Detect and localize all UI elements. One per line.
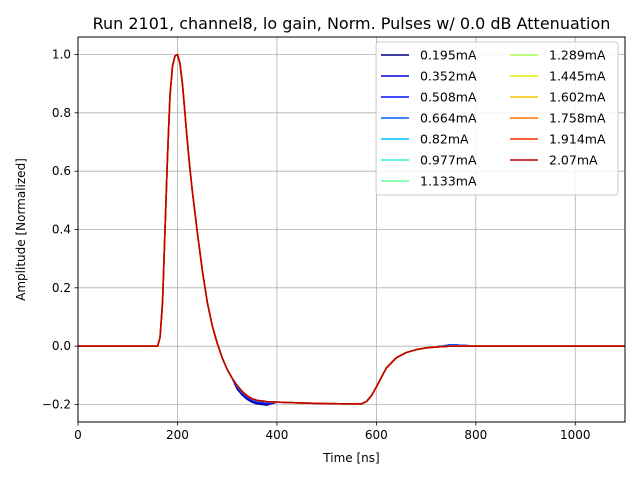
y-tick-label: 0.2 xyxy=(52,281,71,295)
legend-label: 0.977mA xyxy=(420,153,477,168)
x-tick-label: 200 xyxy=(166,428,189,442)
legend-label: 1.914mA xyxy=(549,132,606,147)
legend-label: 0.352mA xyxy=(420,69,477,84)
series-line-2.07mA xyxy=(78,53,625,405)
legend-frame xyxy=(375,41,619,196)
series-lines xyxy=(78,53,625,406)
legend-label: 0.195mA xyxy=(420,48,477,63)
y-tick-label: 0.4 xyxy=(52,223,71,237)
legend-label: 1.289mA xyxy=(549,48,606,63)
legend-label: 0.82mA xyxy=(420,132,469,147)
legend-label: 0.664mA xyxy=(420,111,477,126)
chart-title: Run 2101, channel8, lo gain, Norm. Pulse… xyxy=(93,14,611,33)
y-tick-label: 0.8 xyxy=(52,106,71,120)
x-tick-label: 600 xyxy=(365,428,388,442)
legend-label: 1.758mA xyxy=(549,111,606,126)
x-tick-label: 0 xyxy=(74,428,82,442)
y-tick-label: 0.6 xyxy=(52,164,71,178)
y-tick-label: 1.0 xyxy=(52,48,71,62)
legend-label: 0.508mA xyxy=(420,90,477,105)
x-tick-label: 800 xyxy=(464,428,487,442)
legend-label: 1.133mA xyxy=(420,174,477,189)
legend-label: 2.07mA xyxy=(549,153,598,168)
y-tick-label: 0.0 xyxy=(52,339,71,353)
x-tick-label: 400 xyxy=(265,428,288,442)
legend: 0.195mA 0.352mA 0.508mA 0.664mA 0.82mA 0.977m… xyxy=(375,41,619,196)
x-tick-label: 1000 xyxy=(560,428,591,442)
legend-label: 1.445mA xyxy=(549,69,606,84)
x-axis-label: Time [ns] xyxy=(322,451,379,465)
y-axis-label: Amplitude [Normalized] xyxy=(14,158,28,301)
y-tick-label: −0.2 xyxy=(42,398,71,412)
legend-label: 1.602mA xyxy=(549,90,606,105)
axis-ticks: 0 200 400 600 800 1000 −0.2 0.0 0.2 0.4 0.6 0.8 1.0 xyxy=(42,48,591,443)
